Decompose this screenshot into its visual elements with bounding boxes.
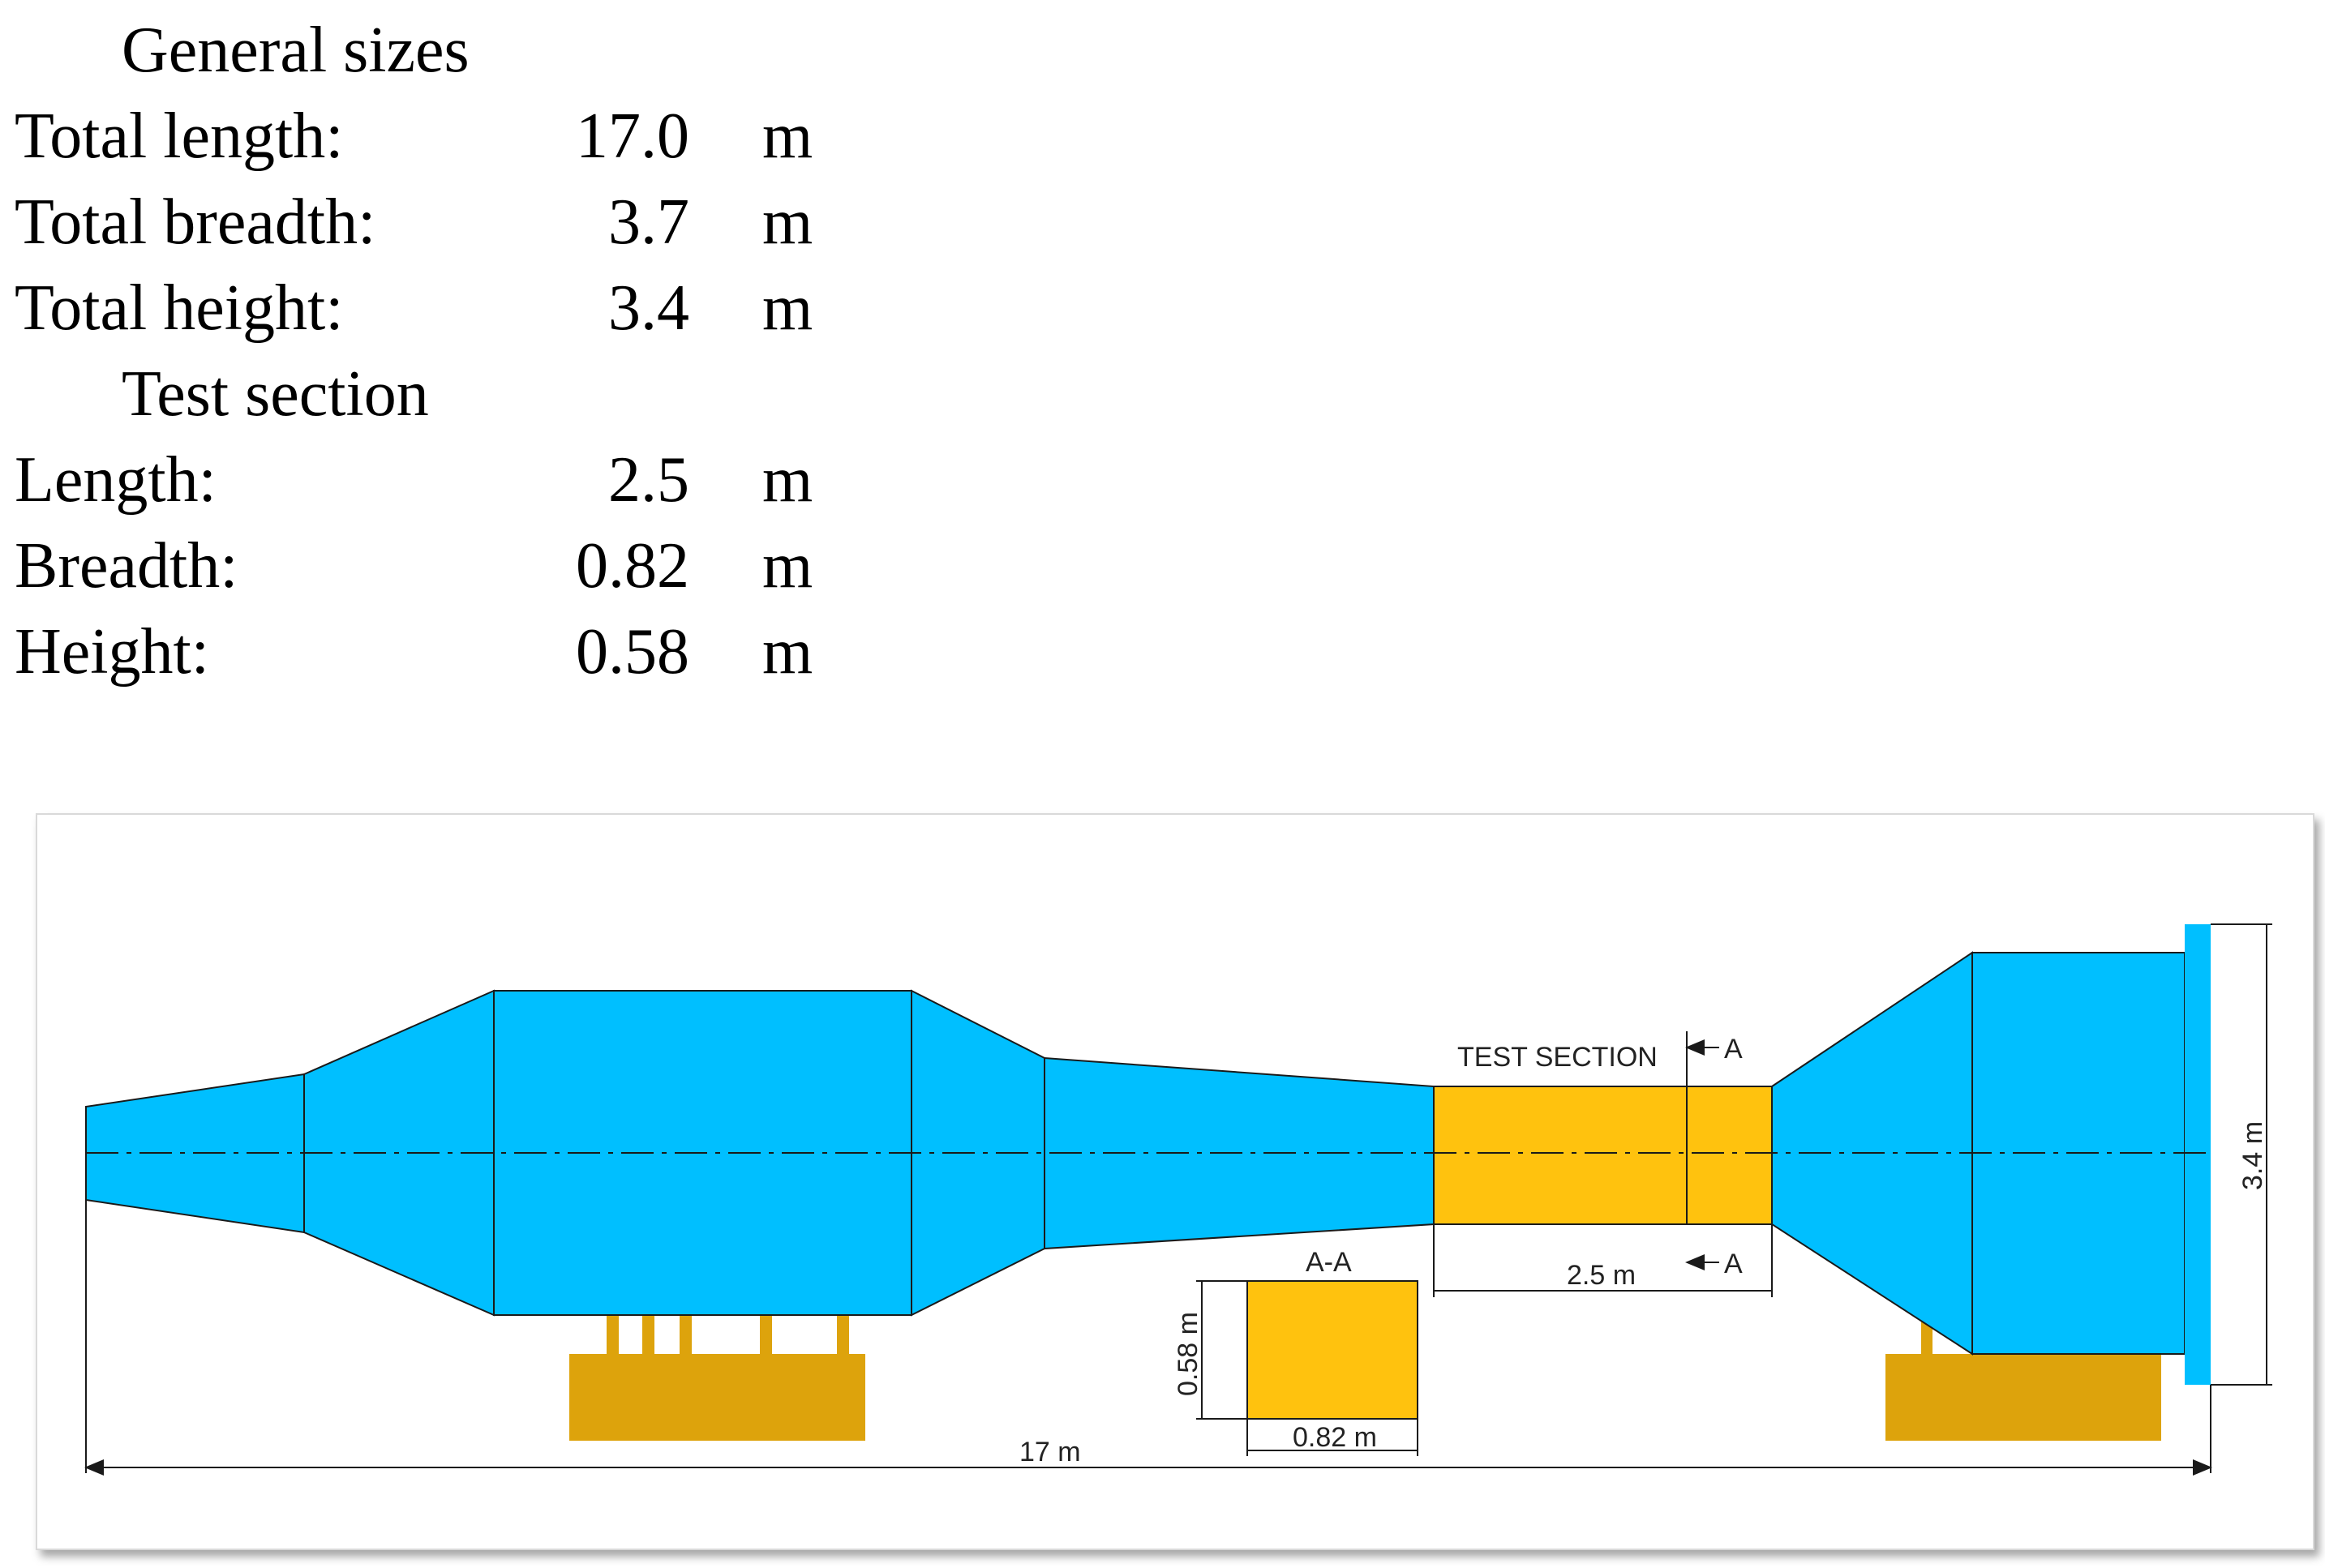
supports: [569, 1315, 2161, 1441]
spec-value: 0.58: [576, 616, 689, 688]
spec-row-total-length: Total length: 17.0 m: [0, 104, 851, 185]
section-height-label: 0.58 m: [1173, 1312, 1203, 1396]
spec-unit: m: [762, 272, 813, 344]
support-leg: [837, 1315, 849, 1356]
test-section: [1433, 1086, 1773, 1225]
tunnel-body: [85, 924, 2211, 1420]
total-length-label: 17 m: [1019, 1437, 1081, 1467]
total-height-label: 3.4 m: [2237, 1121, 2268, 1190]
spec-label: Breadth:: [15, 530, 238, 602]
support-leg: [760, 1315, 772, 1356]
spec-row-breadth: Breadth: 0.82 m: [0, 533, 851, 615]
spec-unit: m: [762, 186, 813, 258]
test-section-label: TEST SECTION: [1457, 1042, 1658, 1073]
spec-unit: m: [762, 530, 813, 602]
test-length-label: 2.5 m: [1567, 1260, 1636, 1291]
section-view-label: A-A: [1306, 1247, 1352, 1278]
dimension-lines: [84, 923, 2272, 1476]
spec-label: Total height:: [15, 272, 344, 344]
spec-label: Total length:: [15, 101, 344, 172]
test-section-heading: Test section: [122, 358, 429, 430]
left-support-base: [569, 1354, 865, 1441]
spec-value: 2.5: [608, 444, 689, 516]
wind-tunnel-drawing: TEST SECTION A A 2.5 m A-A 0.82 m 17 m 0…: [36, 813, 2314, 1550]
spec-unit: m: [762, 101, 813, 172]
spec-value: 0.82: [576, 530, 689, 602]
cut-marker-top: A: [1724, 1034, 1743, 1065]
general-sizes-heading: General sizes: [122, 15, 470, 86]
wind-tunnel-svg: TEST SECTION A A 2.5 m A-A 0.82 m 17 m 0…: [84, 923, 2272, 1476]
section-breadth-label: 0.82 m: [1293, 1422, 1377, 1453]
spec-value: 17.0: [576, 101, 689, 172]
support-leg: [642, 1315, 654, 1356]
exit-flange: [2185, 924, 2211, 1385]
spec-label: Height:: [15, 616, 209, 688]
spec-value: 3.4: [608, 272, 689, 344]
support-leg: [607, 1315, 619, 1356]
spec-row-total-height: Total height: 3.4 m: [0, 276, 851, 357]
cut-marker-bottom: A: [1724, 1249, 1743, 1279]
support-leg: [680, 1315, 692, 1356]
spec-row-height: Height: 0.58 m: [0, 619, 851, 700]
spec-unit: m: [762, 616, 813, 688]
spec-row-total-breadth: Total breadth: 3.7 m: [0, 190, 851, 271]
drawing-labels: TEST SECTION A A 2.5 m A-A 0.82 m 17 m 0…: [1019, 1034, 2268, 1467]
right-support-base: [1885, 1354, 2161, 1441]
section-view-a-a: [1246, 1280, 1418, 1420]
spec-value: 3.7: [608, 186, 689, 258]
spec-unit: m: [762, 444, 813, 516]
spec-label: Total breadth:: [15, 186, 376, 258]
spec-row-length: Length: 2.5 m: [0, 448, 851, 529]
support-leg: [1921, 1319, 1932, 1356]
spec-label: Length:: [15, 444, 217, 516]
